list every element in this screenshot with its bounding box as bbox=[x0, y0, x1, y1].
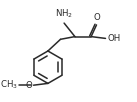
Text: OH: OH bbox=[107, 34, 121, 43]
Text: O: O bbox=[26, 81, 33, 90]
Text: O: O bbox=[93, 13, 100, 22]
Text: NH$_2$: NH$_2$ bbox=[55, 8, 73, 20]
Text: CH$_3$: CH$_3$ bbox=[0, 79, 18, 91]
